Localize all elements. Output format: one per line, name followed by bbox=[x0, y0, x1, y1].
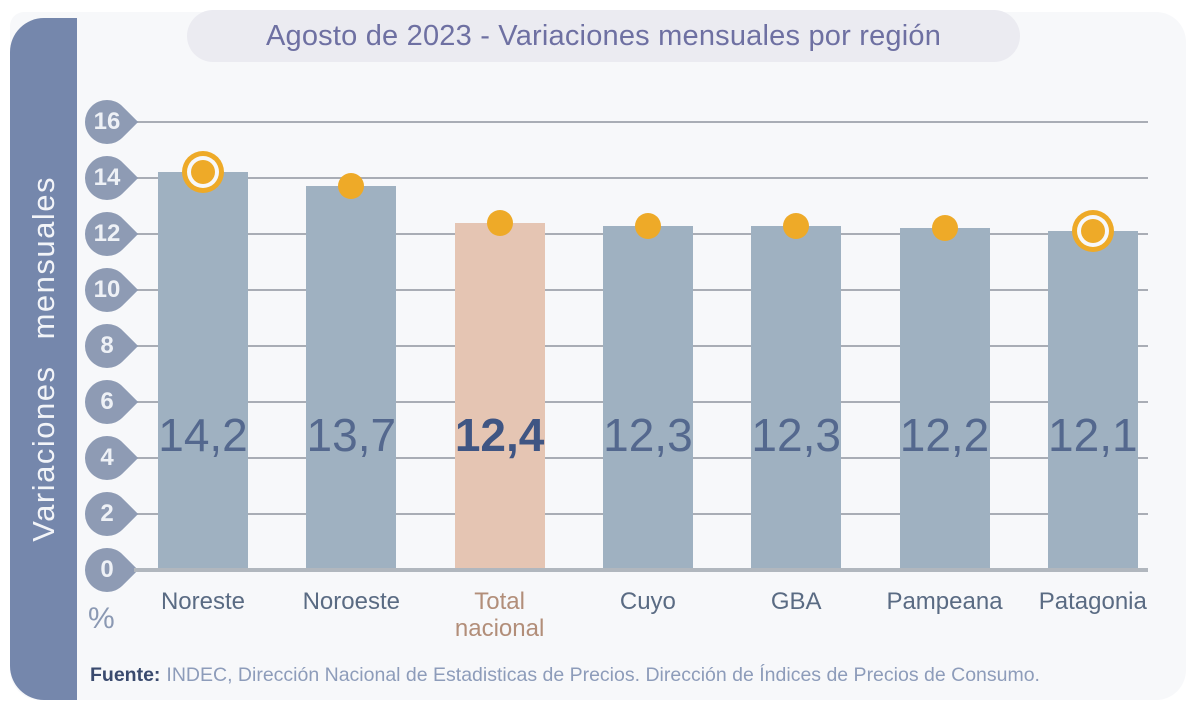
source-line: Fuente: INDEC, Dirección Nacional de Esta… bbox=[90, 664, 1040, 687]
bar bbox=[1047, 231, 1138, 570]
source-text: INDEC, Dirección Nacional de Estadistica… bbox=[166, 664, 1040, 686]
bar bbox=[454, 222, 545, 570]
bar bbox=[306, 186, 397, 570]
y-axis-title: Variaciones mensuales bbox=[25, 176, 61, 542]
y-tick-label: 12 bbox=[93, 220, 121, 247]
y-tick-label: 4 bbox=[100, 444, 114, 471]
category-label: GBA bbox=[770, 588, 822, 615]
y-tick-label: 6 bbox=[100, 388, 114, 415]
marker-icon bbox=[634, 212, 661, 239]
gridline bbox=[134, 121, 1148, 123]
bar-value-label: 12,4 bbox=[454, 409, 545, 461]
ringed-marker-icon bbox=[191, 160, 215, 185]
y-tick-label: 2 bbox=[100, 500, 114, 527]
ringed-marker-icon bbox=[1080, 219, 1105, 244]
y-tick-badge: 8 bbox=[75, 314, 139, 378]
y-tick-label: 0 bbox=[100, 556, 114, 583]
bar-value-label: 12,3 bbox=[603, 409, 693, 461]
bar bbox=[751, 225, 842, 570]
x-axis-line bbox=[134, 568, 1148, 572]
marker-icon bbox=[486, 209, 513, 236]
chart-title: Agosto de 2023 - Variaciones mensuales p… bbox=[265, 19, 942, 52]
y-tick-badge: 2 bbox=[75, 482, 139, 546]
bar-value-label: 14,2 bbox=[158, 409, 248, 461]
bar bbox=[158, 172, 248, 570]
y-tick-label: 10 bbox=[93, 276, 121, 303]
marker-icon bbox=[783, 212, 810, 239]
y-tick-label: 16 bbox=[93, 108, 121, 135]
category-label: Patagonia bbox=[1038, 588, 1147, 615]
y-tick-badge: 14 bbox=[75, 146, 139, 210]
bar-value-label: 12,3 bbox=[751, 409, 841, 461]
source-label: Fuente: bbox=[90, 664, 161, 686]
bar bbox=[602, 225, 693, 570]
y-tick-badge: 16 bbox=[75, 90, 139, 154]
bar-value-label: 12,1 bbox=[1048, 409, 1138, 461]
bar-value-label: 12,2 bbox=[899, 409, 990, 461]
y-tick-badge: 10 bbox=[75, 258, 139, 322]
category-label: Total nacional bbox=[454, 588, 545, 642]
gridline bbox=[134, 177, 1148, 179]
bar bbox=[899, 228, 990, 570]
category-label: Cuyo bbox=[619, 588, 676, 615]
y-axis-unit-label: % bbox=[88, 602, 115, 635]
category-label: Noroeste bbox=[302, 588, 400, 615]
y-tick-label: 14 bbox=[93, 164, 121, 191]
y-tick-badge: 12 bbox=[75, 202, 139, 266]
marker-icon bbox=[338, 173, 365, 200]
category-label: Pampeana bbox=[886, 588, 1003, 615]
chart-title-pill: Agosto de 2023 - Variaciones mensuales p… bbox=[187, 10, 1020, 62]
y-tick-label: 8 bbox=[100, 332, 114, 359]
marker-icon bbox=[931, 215, 958, 242]
bar-value-label: 13,7 bbox=[306, 409, 397, 461]
y-axis-title-bar: Variaciones mensuales bbox=[10, 18, 77, 700]
category-label: Noreste bbox=[160, 588, 246, 615]
